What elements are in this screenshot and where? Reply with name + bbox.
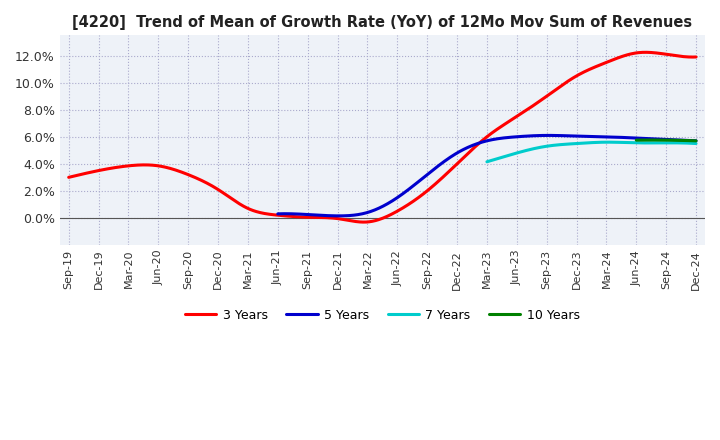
5 Years bbox=[521, 134, 529, 139]
5 Years bbox=[590, 134, 598, 139]
7 Years bbox=[692, 141, 701, 146]
3 Years bbox=[435, 178, 444, 183]
5 Years bbox=[464, 145, 472, 150]
7 Years bbox=[604, 139, 613, 145]
5 Years bbox=[544, 133, 552, 138]
10 Years bbox=[672, 138, 680, 143]
Line: 10 Years: 10 Years bbox=[636, 140, 696, 141]
Line: 3 Years: 3 Years bbox=[68, 52, 696, 222]
3 Years bbox=[485, 133, 493, 138]
7 Years bbox=[536, 145, 545, 150]
10 Years bbox=[642, 137, 651, 143]
10 Years bbox=[692, 138, 701, 143]
10 Years bbox=[647, 137, 656, 143]
3 Years bbox=[642, 50, 650, 55]
3 Years bbox=[348, 218, 357, 224]
3 Years bbox=[692, 54, 701, 59]
7 Years bbox=[577, 140, 586, 146]
5 Years bbox=[335, 213, 343, 219]
3 Years bbox=[225, 195, 234, 200]
7 Years bbox=[520, 148, 528, 154]
Title: [4220]  Trend of Mean of Growth Rate (YoY) of 12Mo Mov Sum of Revenues: [4220] Trend of Mean of Growth Rate (YoY… bbox=[72, 15, 693, 30]
7 Years bbox=[482, 159, 491, 165]
10 Years bbox=[667, 138, 676, 143]
Legend: 3 Years, 5 Years, 7 Years, 10 Years: 3 Years, 5 Years, 7 Years, 10 Years bbox=[180, 304, 585, 327]
7 Years bbox=[640, 140, 649, 146]
3 Years bbox=[360, 220, 369, 225]
7 Years bbox=[623, 140, 631, 145]
3 Years bbox=[538, 97, 546, 102]
5 Years bbox=[348, 213, 357, 218]
10 Years bbox=[632, 138, 641, 143]
10 Years bbox=[647, 137, 656, 143]
5 Years bbox=[274, 211, 282, 216]
Line: 5 Years: 5 Years bbox=[278, 136, 696, 216]
3 Years bbox=[176, 169, 184, 174]
10 Years bbox=[677, 138, 685, 143]
5 Years bbox=[382, 202, 390, 207]
5 Years bbox=[692, 138, 701, 143]
5 Years bbox=[554, 133, 563, 138]
10 Years bbox=[659, 137, 667, 143]
Line: 7 Years: 7 Years bbox=[487, 142, 696, 162]
7 Years bbox=[606, 139, 615, 145]
3 Years bbox=[64, 175, 73, 180]
